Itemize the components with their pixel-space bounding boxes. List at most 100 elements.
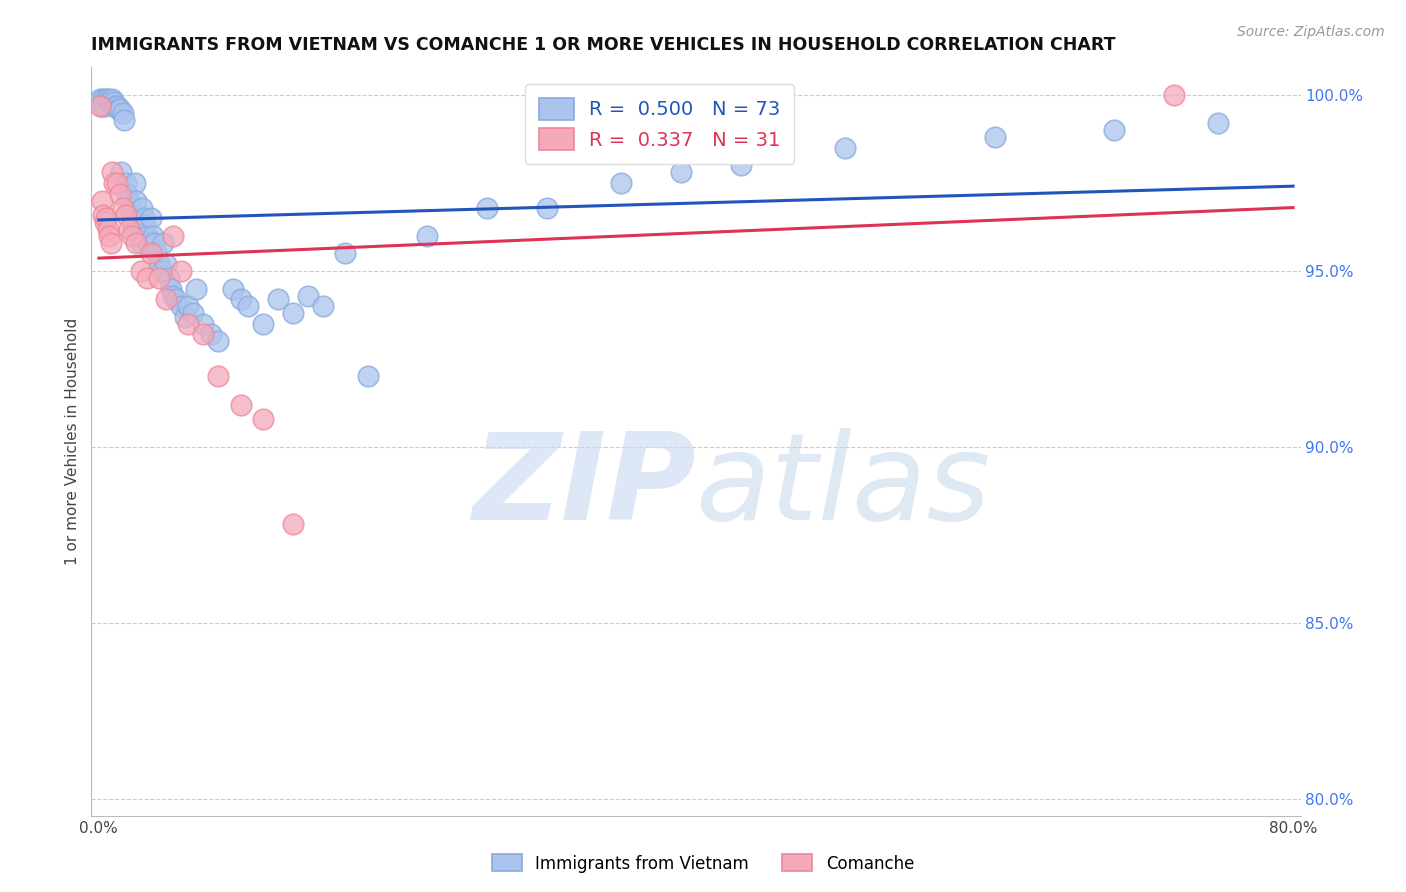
Legend: Immigrants from Vietnam, Comanche: Immigrants from Vietnam, Comanche [485,847,921,880]
Point [157,271,180,285]
Point [177,317,200,331]
Point [128,228,150,243]
Point [155,292,177,306]
Point [267,292,290,306]
Point [193,317,215,331]
Point [143,235,166,250]
Point [89,98,111,112]
Point [297,288,319,302]
Point [148,271,170,285]
Point [135,228,157,243]
Point [96,91,118,105]
Point [236,299,259,313]
Point [159,281,181,295]
Point [136,235,159,250]
Text: ZIP: ZIP [472,428,696,545]
Point [281,517,304,532]
Point [150,264,173,278]
Point [174,310,197,324]
Point [91,91,114,105]
Point [105,98,128,112]
Point [91,208,114,222]
Point [536,201,558,215]
Point [475,201,498,215]
Point [101,91,124,105]
Point [131,201,153,215]
Point [90,194,112,208]
Point [115,186,138,201]
Point [120,201,142,215]
Point [101,165,124,179]
Legend: R =  0.500   N = 73, R =  0.337   N = 31: R = 0.500 N = 73, R = 0.337 N = 31 [524,84,794,164]
Point [610,176,633,190]
Point [281,306,304,320]
Point [177,299,200,313]
Point [312,299,335,313]
Point [416,228,439,243]
Point [112,112,135,127]
Point [111,201,134,215]
Point [162,228,184,243]
Point [103,95,125,109]
Point [134,218,156,232]
Point [166,292,188,306]
Point [669,165,692,179]
Point [121,211,143,226]
Point [111,105,134,120]
Text: IMMIGRANTS FROM VIETNAM VS COMANCHE 1 OR MORE VEHICLES IN HOUSEHOLD CORRELATION : IMMIGRANTS FROM VIETNAM VS COMANCHE 1 OR… [91,37,1116,54]
Point [155,257,177,271]
Point [162,288,184,302]
Point [1208,116,1230,130]
Point [1102,123,1125,137]
Text: Source: ZipAtlas.com: Source: ZipAtlas.com [1237,25,1385,39]
Point [89,91,111,105]
Point [98,228,121,243]
Point [148,257,170,271]
Point [121,228,143,243]
Point [1163,88,1185,103]
Point [135,271,157,285]
Point [90,98,112,112]
Point [110,165,132,179]
Point [207,334,229,349]
Point [94,215,117,229]
Point [207,369,229,384]
Point [127,215,149,229]
Point [129,264,152,278]
Text: atlas: atlas [696,428,991,545]
Point [97,91,120,105]
Point [356,369,378,384]
Point [333,246,356,260]
Point [114,176,136,190]
Point [118,221,141,235]
Point [122,221,145,235]
Point [139,211,162,226]
Point [139,246,162,260]
Point [125,194,148,208]
Point [252,411,274,425]
Point [170,299,193,313]
Point [94,98,117,112]
Point [129,235,152,250]
Point [170,264,193,278]
Point [145,246,167,260]
Point [124,176,146,190]
Point [132,211,155,226]
Point [108,186,131,201]
Point [125,235,148,250]
Point [97,221,120,235]
Point [152,235,174,250]
Point [104,98,127,112]
Point [103,176,125,190]
Y-axis label: 1 or more Vehicles in Household: 1 or more Vehicles in Household [65,318,80,566]
Point [229,398,252,412]
Point [96,211,118,226]
Point [184,281,207,295]
Point [229,292,252,306]
Point [100,95,122,109]
Point [107,102,129,116]
Point [108,102,131,116]
Point [222,281,245,295]
Point [834,141,856,155]
Point [730,158,752,172]
